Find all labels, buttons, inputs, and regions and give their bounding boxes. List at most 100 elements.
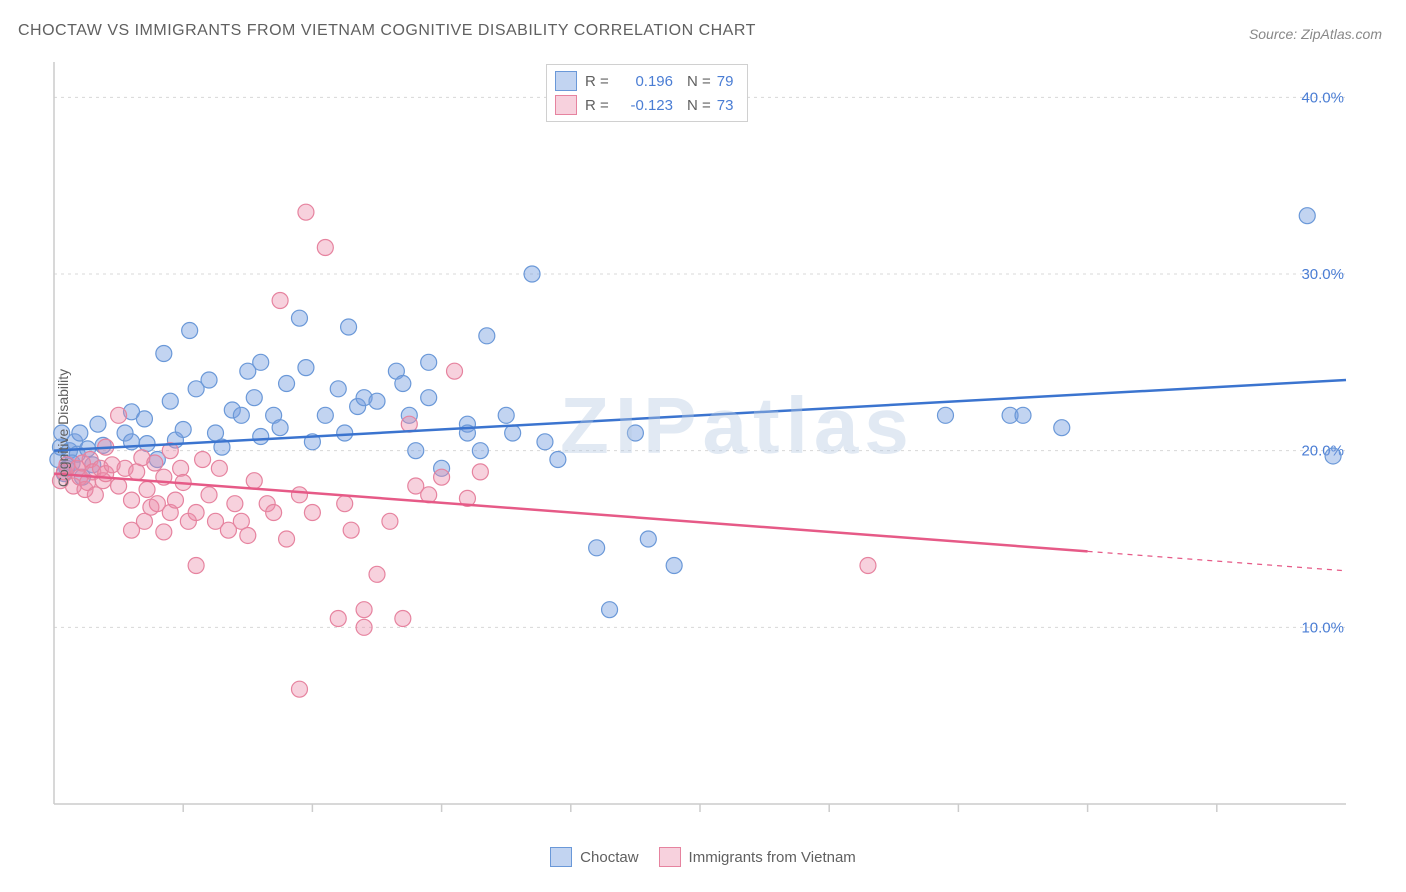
data-point [602,602,618,618]
data-point [156,346,172,362]
data-point [341,319,357,335]
data-point [369,566,385,582]
r-value: 0.196 [621,73,673,90]
data-point [356,602,372,618]
data-point [1299,208,1315,224]
data-point [421,354,437,370]
data-point [382,513,398,529]
data-point [291,487,307,503]
data-point [173,460,189,476]
data-point [640,531,656,547]
data-point [188,505,204,521]
data-point [524,266,540,282]
data-point [201,372,217,388]
data-point [124,492,140,508]
data-point [395,376,411,392]
data-point [279,531,295,547]
legend-swatch [555,95,577,115]
data-point [139,482,155,498]
data-point [233,407,249,423]
y-tick-label: 30.0% [1301,266,1344,283]
scatter-chart: 10.0%20.0%30.0%40.0%0.0%100.0% [46,58,1368,818]
stats-legend: R =0.196N =79R =-0.123N =73 [546,64,748,122]
data-point [253,354,269,370]
data-point [272,293,288,309]
data-point [498,407,514,423]
data-point [505,425,521,441]
data-point [666,558,682,574]
data-point [421,390,437,406]
legend-label: Immigrants from Vietnam [689,849,856,866]
data-point [317,407,333,423]
data-point [447,363,463,379]
data-point [111,407,127,423]
chart-container: 10.0%20.0%30.0%40.0%0.0%100.0% [46,58,1368,818]
data-point [356,619,372,635]
data-point [479,328,495,344]
data-point [162,393,178,409]
data-point [253,429,269,445]
data-point [227,496,243,512]
data-point [337,496,353,512]
data-point [1054,420,1070,436]
data-point [175,421,191,437]
r-value: -0.123 [621,97,673,114]
data-point [272,420,288,436]
data-point [182,323,198,339]
legend-item: Immigrants from Vietnam [659,847,856,867]
data-point [240,527,256,543]
data-point [472,464,488,480]
stats-legend-row: R =0.196N =79 [555,69,733,93]
stats-legend-row: R =-0.123N =73 [555,93,733,117]
data-point [1015,407,1031,423]
data-point [167,492,183,508]
x-tick-label: 0.0% [56,817,90,818]
data-point [156,524,172,540]
legend-item: Choctaw [550,847,638,867]
y-axis-label: Cognitive Disability [55,369,71,487]
data-point [298,360,314,376]
data-point [266,505,282,521]
data-point [201,487,217,503]
legend-swatch [550,847,572,867]
data-point [472,443,488,459]
data-point [317,240,333,256]
data-point [279,376,295,392]
y-tick-label: 10.0% [1301,619,1344,636]
legend-label: Choctaw [580,849,638,866]
trend-line-dashed [1088,551,1346,570]
data-point [298,204,314,220]
data-point [188,558,204,574]
trend-line [54,474,1088,552]
n-label: N = [687,73,711,90]
data-point [87,487,103,503]
data-point [860,558,876,574]
n-value: 79 [717,73,734,90]
data-point [937,407,953,423]
data-point [136,411,152,427]
data-point [291,681,307,697]
data-point [627,425,643,441]
legend-swatch [555,71,577,91]
legend-swatch [659,847,681,867]
source-attribution: Source: ZipAtlas.com [1249,26,1382,42]
data-point [408,443,424,459]
r-label: R = [585,97,615,114]
data-point [343,522,359,538]
data-point [304,505,320,521]
n-value: 73 [717,97,734,114]
y-tick-label: 40.0% [1301,89,1344,106]
data-point [1325,448,1341,464]
series-legend: Choctaw Immigrants from Vietnam [0,847,1406,872]
data-point [395,611,411,627]
data-point [369,393,385,409]
data-point [330,611,346,627]
x-tick-label: 100.0% [1293,817,1344,818]
data-point [246,390,262,406]
data-point [72,425,88,441]
chart-title: CHOCTAW VS IMMIGRANTS FROM VIETNAM COGNI… [18,22,756,40]
data-point [211,460,227,476]
data-point [434,469,450,485]
data-point [589,540,605,556]
data-point [147,455,163,471]
